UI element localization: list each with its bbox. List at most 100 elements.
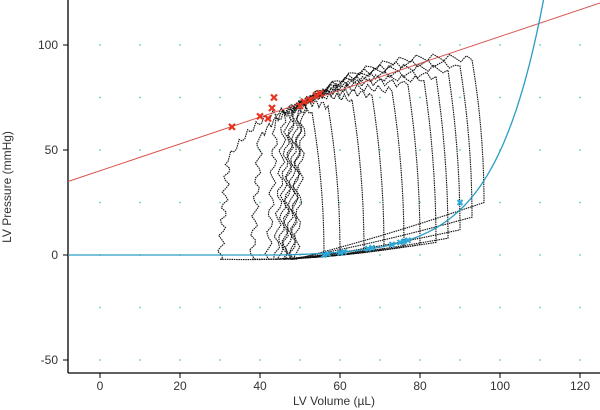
grid-dot xyxy=(499,96,501,99)
end-diastolic-marker xyxy=(400,238,408,245)
grid-dots xyxy=(99,44,581,361)
x-tick-label: 120 xyxy=(570,379,590,393)
espvr-line-path xyxy=(67,2,600,182)
pv-loop xyxy=(281,78,421,260)
end-systolic-marker xyxy=(300,97,308,106)
grid-dot xyxy=(339,44,341,46)
grid-dot xyxy=(339,306,341,309)
grid-dot xyxy=(339,201,341,204)
grid-dot xyxy=(379,44,381,46)
grid-dot xyxy=(459,306,461,309)
grid-dot xyxy=(259,44,261,46)
grid-dot xyxy=(139,96,141,99)
grid-dot xyxy=(139,306,141,309)
y-axis-title: LV Pressure (mmHg) xyxy=(0,131,14,243)
grid-dot xyxy=(219,201,221,204)
grid-dot xyxy=(379,359,381,361)
end-systolic-marker xyxy=(228,123,236,131)
end-diastolic-marker xyxy=(324,250,332,258)
grid-dot xyxy=(459,359,461,361)
y-tick-label: 50 xyxy=(45,143,59,157)
pv-loop xyxy=(216,105,325,261)
y-tick-label: -50 xyxy=(41,353,59,367)
grid-dot xyxy=(179,359,181,361)
grid-dot xyxy=(179,96,181,99)
x-tick-label: 80 xyxy=(413,379,427,393)
grid-dot xyxy=(579,44,581,46)
x-tick-label: 40 xyxy=(253,379,267,393)
edpvr-curve xyxy=(68,0,545,256)
end-diastolic-marker xyxy=(320,251,328,259)
y-axis-ticks: -50 0 50 100 xyxy=(38,38,68,367)
grid-dot xyxy=(99,44,101,46)
grid-dot xyxy=(539,201,541,204)
y-tick-label: 0 xyxy=(51,248,58,262)
y-tick-label: 100 xyxy=(38,38,58,52)
grid-dot xyxy=(259,359,261,361)
grid-dot xyxy=(499,201,501,204)
grid-dot xyxy=(219,44,221,46)
pv-loop xyxy=(275,83,405,260)
grid-dot xyxy=(459,96,461,99)
end-systolic-marker xyxy=(306,95,314,104)
grid-dot xyxy=(419,44,421,46)
grid-dot xyxy=(179,306,181,309)
end-diastolic-marker xyxy=(404,237,412,244)
grid-dot xyxy=(379,96,381,99)
edpvr-curve-path xyxy=(68,0,545,256)
grid-dot xyxy=(99,149,101,151)
grid-dot xyxy=(219,359,221,361)
grid-dot xyxy=(579,96,581,99)
end-diastolic-marker xyxy=(396,239,404,246)
x-tick-label: 100 xyxy=(490,379,510,393)
grid-dot xyxy=(419,359,421,361)
end-diastolic-marker xyxy=(364,245,372,252)
grid-dot xyxy=(339,359,341,361)
grid-dot xyxy=(459,254,461,256)
grid-dot xyxy=(539,254,541,256)
grid-dot xyxy=(139,201,141,204)
grid-dot xyxy=(219,96,221,99)
espvr-line xyxy=(67,2,600,182)
pv-loop xyxy=(291,53,485,260)
grid-dot xyxy=(459,149,461,151)
grid-dot xyxy=(579,306,581,309)
grid-dot xyxy=(579,359,581,361)
grid-dot xyxy=(259,96,261,99)
grid-dot xyxy=(139,359,141,361)
grid-dot xyxy=(139,149,141,151)
grid-dot xyxy=(539,306,541,309)
grid-dot xyxy=(419,96,421,99)
grid-dot xyxy=(539,149,541,151)
grid-dot xyxy=(99,359,101,361)
grid-dot xyxy=(499,359,501,361)
end-systolic-markers xyxy=(228,89,324,131)
grid-dot xyxy=(299,306,301,309)
pv-loop xyxy=(273,88,385,260)
grid-dot xyxy=(379,254,381,256)
grid-dot xyxy=(99,96,101,99)
pv-loop xyxy=(288,63,461,260)
end-systolic-marker xyxy=(264,114,272,123)
end-diastolic-markers xyxy=(320,199,464,259)
grid-dot xyxy=(259,306,261,309)
end-diastolic-marker xyxy=(368,244,376,251)
end-systolic-marker xyxy=(312,91,320,100)
grid-dot xyxy=(579,201,581,204)
end-systolic-marker xyxy=(316,89,324,98)
grid-dot xyxy=(379,149,381,151)
grid-dot xyxy=(379,306,381,309)
grid-dot xyxy=(539,359,541,361)
pv-loop xyxy=(264,91,365,260)
grid-dot xyxy=(459,44,461,46)
end-systolic-marker xyxy=(270,93,278,102)
grid-dot xyxy=(579,149,581,151)
grid-dot xyxy=(419,149,421,151)
pv-loops xyxy=(216,53,485,261)
end-diastolic-marker xyxy=(336,249,344,257)
grid-dot xyxy=(379,201,381,204)
grid-dot xyxy=(219,306,221,309)
grid-dot xyxy=(259,201,261,204)
grid-dot xyxy=(99,306,101,309)
